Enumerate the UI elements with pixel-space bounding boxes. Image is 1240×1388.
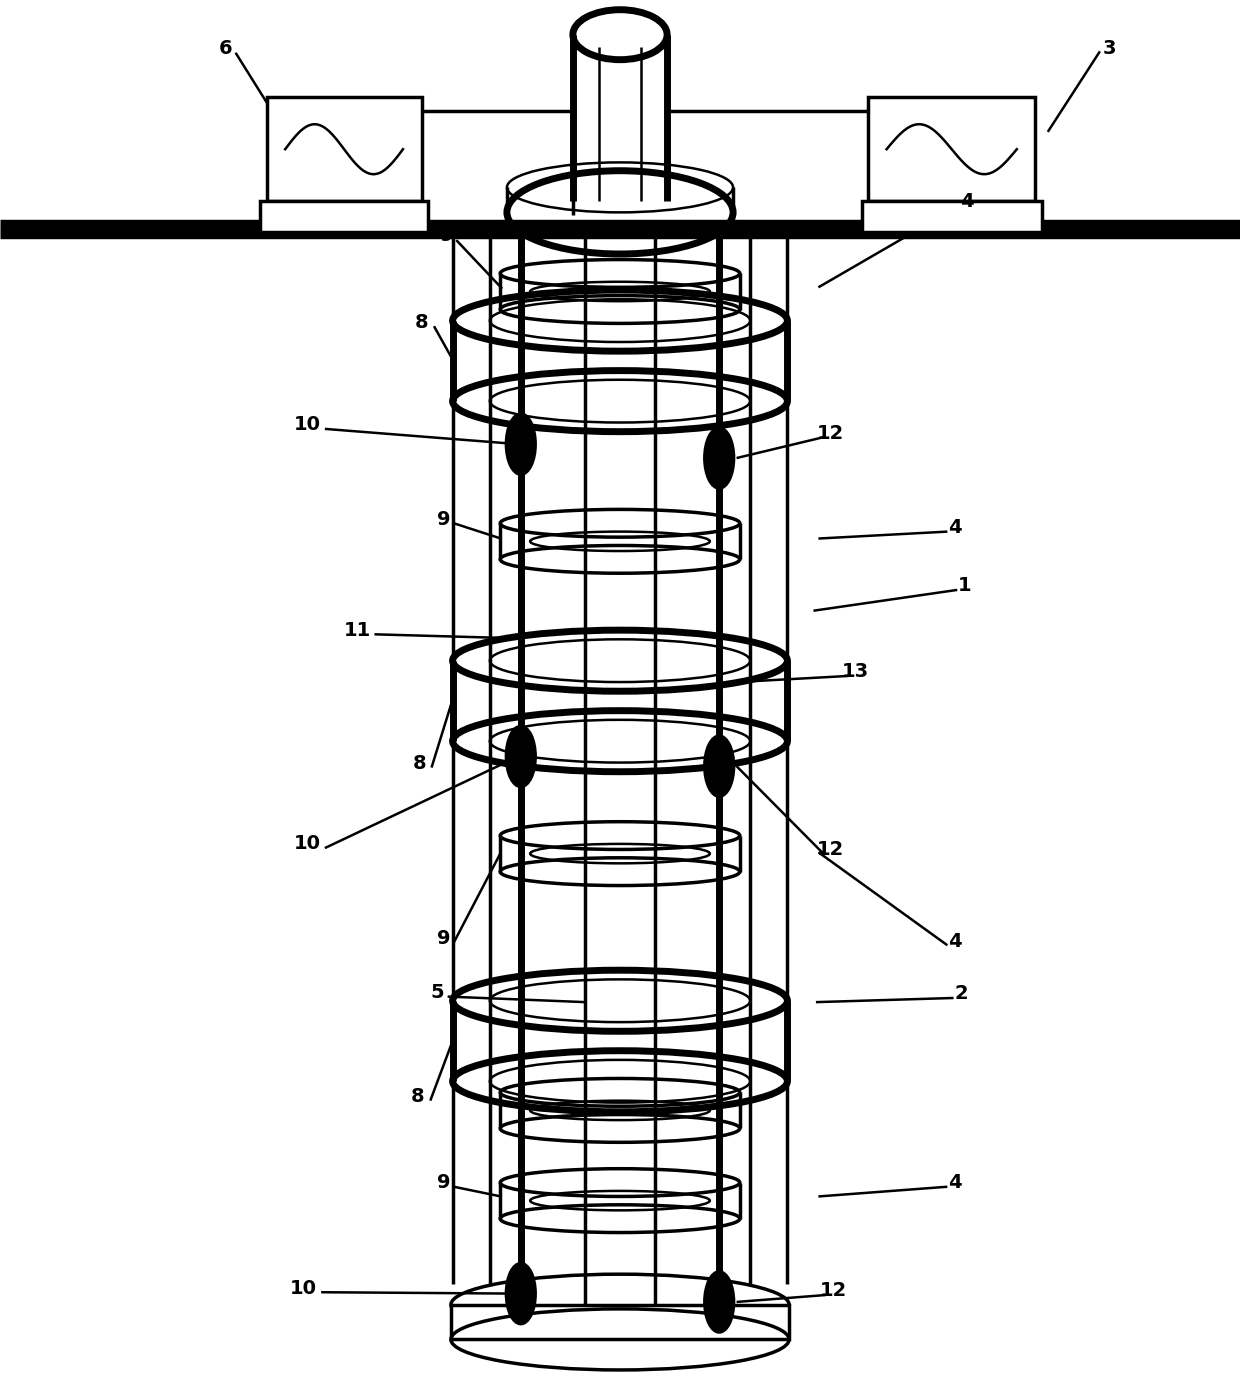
Ellipse shape <box>506 414 536 475</box>
Text: 1: 1 <box>959 576 971 595</box>
Text: 3: 3 <box>1104 39 1116 58</box>
Text: 10: 10 <box>290 1278 317 1298</box>
Bar <box>260 201 428 232</box>
Text: 10: 10 <box>294 834 321 854</box>
Text: 6: 6 <box>219 39 232 58</box>
Bar <box>862 201 1042 232</box>
Text: 9: 9 <box>438 1173 450 1192</box>
Text: 9: 9 <box>440 226 453 246</box>
Text: 12: 12 <box>817 423 844 443</box>
Text: 11: 11 <box>343 620 371 640</box>
Bar <box>868 97 1035 201</box>
Text: 10: 10 <box>294 415 321 434</box>
Text: 4: 4 <box>949 1173 961 1192</box>
Bar <box>451 1305 789 1339</box>
Text: 5: 5 <box>432 983 444 1002</box>
Ellipse shape <box>704 736 734 797</box>
Ellipse shape <box>506 1263 536 1324</box>
Text: 2: 2 <box>955 984 967 1004</box>
Text: 9: 9 <box>438 509 450 529</box>
Text: 4: 4 <box>949 931 961 951</box>
Text: 12: 12 <box>817 840 844 859</box>
Text: 4: 4 <box>961 192 973 211</box>
Ellipse shape <box>704 428 734 489</box>
Text: 13: 13 <box>842 662 869 682</box>
Text: 8: 8 <box>412 1087 424 1106</box>
Bar <box>267 97 422 201</box>
Text: 8: 8 <box>413 754 425 773</box>
Text: 8: 8 <box>415 312 428 332</box>
Text: 4: 4 <box>949 518 961 537</box>
Ellipse shape <box>704 1271 734 1332</box>
Ellipse shape <box>506 726 536 787</box>
Text: 9: 9 <box>438 929 450 948</box>
Text: 12: 12 <box>820 1281 847 1301</box>
